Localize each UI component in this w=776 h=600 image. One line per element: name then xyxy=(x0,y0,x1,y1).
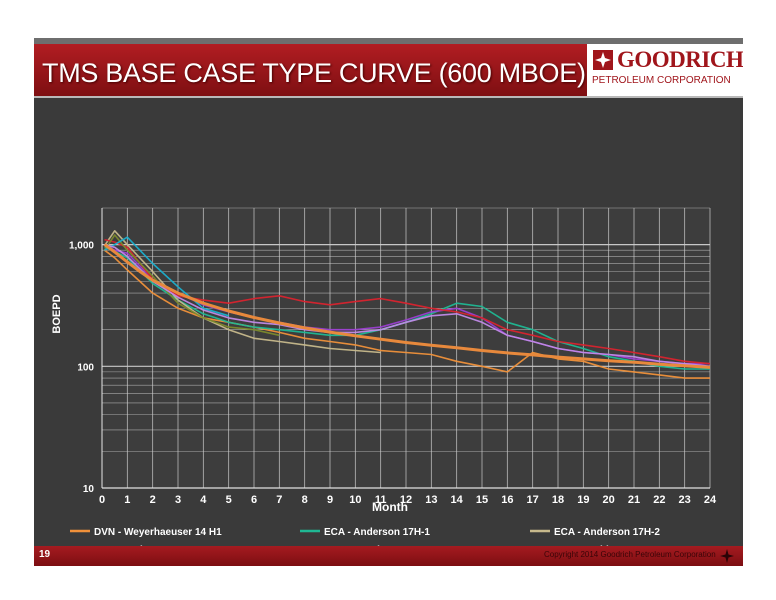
y-tick-label: 10 xyxy=(83,484,95,495)
x-tick-label: 2 xyxy=(150,494,156,506)
x-tick-label: 9 xyxy=(327,494,333,506)
series-line xyxy=(103,230,381,354)
goodrich-star-icon xyxy=(720,549,734,563)
legend-label: ECA - Anderson 17H-1 xyxy=(324,527,430,538)
x-tick-label: 17 xyxy=(527,494,539,506)
series-line xyxy=(104,249,710,379)
x-tick-label: 4 xyxy=(200,494,207,506)
legend-label: ECA - Anderson 17H-2 xyxy=(554,527,660,538)
slide: TMS BASE CASE TYPE CURVE (600 MBOE) GOOD… xyxy=(34,38,743,566)
x-tick-label: 13 xyxy=(425,494,437,506)
x-tick-label: 5 xyxy=(226,494,232,506)
logo-subtitle: PETROLEUM CORPORATION xyxy=(592,75,731,86)
slide-title: TMS BASE CASE TYPE CURVE (600 MBOE) xyxy=(42,58,586,88)
series-line xyxy=(104,238,711,365)
series-line xyxy=(103,243,711,369)
y-tick-label: 1,000 xyxy=(69,241,94,252)
x-tick-label: 8 xyxy=(302,494,308,506)
chart-axes: 0 1 2 3 4 5 6 7 8 9 10 11 12 13 14 15 16 17 18 19 20 21 22 23 24… xyxy=(69,208,717,506)
chart-grid xyxy=(101,207,711,489)
x-tick-label: 14 xyxy=(451,494,464,506)
footer-bar: 19 Copyright 2014 Goodrich Petroleum Cor… xyxy=(34,546,743,566)
logo-name: GOODRICH xyxy=(617,47,743,72)
series-line xyxy=(104,243,711,368)
chart-legend: DVN - Weyerhaeuser 14 H1 ECA - Anderson 1… xyxy=(70,527,660,546)
x-tick-label: 24 xyxy=(704,494,717,506)
y-axis-label: BOEPD xyxy=(51,294,63,333)
x-tick-label: 18 xyxy=(552,494,564,506)
legend-label: ECA - Anderson 18H-1 xyxy=(94,545,200,546)
top-bar xyxy=(34,38,743,44)
x-tick-label: 0 xyxy=(99,494,105,506)
banner-stripe xyxy=(34,96,743,98)
legend-label: DVN - Weyerhaeuser 14 H1 xyxy=(94,527,222,538)
series-lines xyxy=(103,230,711,379)
x-tick-label: 19 xyxy=(577,494,589,506)
x-tick-label: 6 xyxy=(251,494,257,506)
x-tick-label: 23 xyxy=(679,494,691,506)
page-number: 19 xyxy=(39,549,51,560)
x-tick-label: 21 xyxy=(628,494,640,506)
legend-label: GDP - Smith 29H-1 xyxy=(554,545,643,546)
goodrich-logo: GOODRICH PETROLEUM CORPORATION xyxy=(587,44,743,96)
x-tick-label: 16 xyxy=(501,494,513,506)
x-tick-label: 20 xyxy=(603,494,615,506)
title-banner: TMS BASE CASE TYPE CURVE (600 MBOE) GOOD… xyxy=(34,44,743,96)
copyright-text: Copyright 2014 Goodrich Petroleum Corpor… xyxy=(544,550,716,559)
x-tick-label: 12 xyxy=(400,494,412,506)
series-line xyxy=(103,234,280,337)
y-tick-label: 100 xyxy=(77,362,94,373)
x-tick-label: 3 xyxy=(175,494,181,506)
goodrich-star-icon xyxy=(593,50,613,70)
x-tick-label: 10 xyxy=(349,494,361,506)
x-axis-label: Month xyxy=(372,500,408,514)
x-tick-label: 7 xyxy=(276,494,282,506)
x-tick-label: 1 xyxy=(124,494,130,506)
x-tick-label: 22 xyxy=(653,494,665,506)
legend-label: GDP - Crosby 12H-1 xyxy=(324,545,419,546)
series-line xyxy=(104,236,229,317)
x-tick-label: 11 xyxy=(375,494,387,506)
production-chart: 0 1 2 3 4 5 6 7 8 9 10 11 12 13 14 15 16 17 18 19 20 21 22 23 24… xyxy=(51,207,717,546)
x-tick-label: 15 xyxy=(476,494,488,506)
